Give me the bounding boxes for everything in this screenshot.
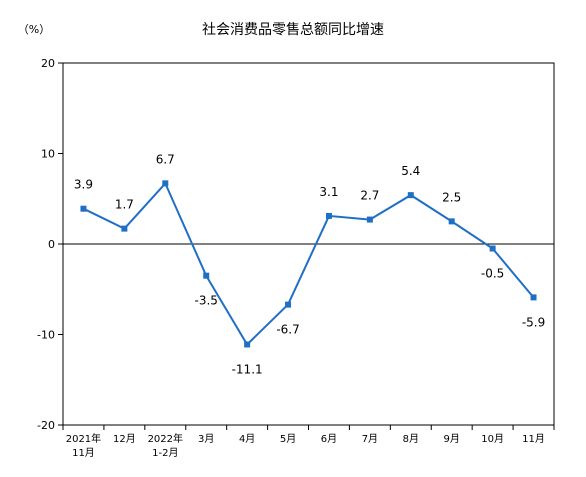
y-tick-label: 0 [48, 238, 55, 251]
data-label: 6.7 [156, 152, 175, 166]
y-tick-label: 10 [41, 148, 55, 161]
x-tick-label: 9月 [444, 433, 460, 445]
x-tick-label: 7月 [362, 433, 378, 445]
data-point [448, 218, 455, 225]
data-point [203, 272, 210, 279]
data-label: 5.4 [401, 164, 420, 178]
x-tick-label: 6月 [321, 433, 337, 445]
data-label: 1.7 [115, 198, 134, 212]
data-label: 2.5 [442, 190, 461, 204]
data-point [366, 216, 373, 223]
series-line [83, 181, 535, 347]
data-point [162, 180, 169, 187]
data-point [244, 341, 251, 348]
x-tick-label: 11月 [72, 447, 95, 459]
x-tick-label: 10月 [481, 433, 504, 445]
x-tick-label: 4月 [239, 433, 255, 445]
data-point [121, 225, 128, 232]
x-tick-label: 11月 [522, 433, 545, 445]
data-point [80, 205, 87, 212]
data-label: 3.1 [319, 185, 338, 199]
y-unit-label: （%） [18, 23, 50, 36]
y-tick-label: -10 [37, 329, 55, 342]
data-label: 3.9 [74, 178, 93, 192]
x-tick-label: 2022年 [148, 432, 183, 445]
data-label: -6.7 [276, 323, 299, 337]
data-point [530, 294, 537, 301]
x-tick-label: 2021年 [66, 432, 101, 445]
y-tick-label: -20 [37, 419, 55, 432]
data-point [285, 301, 292, 308]
x-tick-label: 8月 [403, 433, 419, 445]
x-tick-label: 5月 [280, 433, 296, 445]
y-tick-label: 20 [41, 57, 55, 70]
chart-title: 社会消费品零售总额同比增速 [202, 22, 384, 38]
data-label: -5.9 [522, 315, 545, 329]
data-label: -11.1 [232, 362, 263, 376]
data-point [407, 192, 414, 199]
x-tick-label: 12月 [113, 433, 136, 445]
data-label: 2.7 [360, 189, 379, 203]
data-point [489, 245, 496, 252]
data-point [325, 212, 332, 219]
x-tick-label: 3月 [198, 433, 214, 445]
data-label: -0.5 [481, 267, 504, 281]
x-tick-label: 1-2月 [152, 447, 178, 459]
data-label: -3.5 [194, 294, 217, 308]
